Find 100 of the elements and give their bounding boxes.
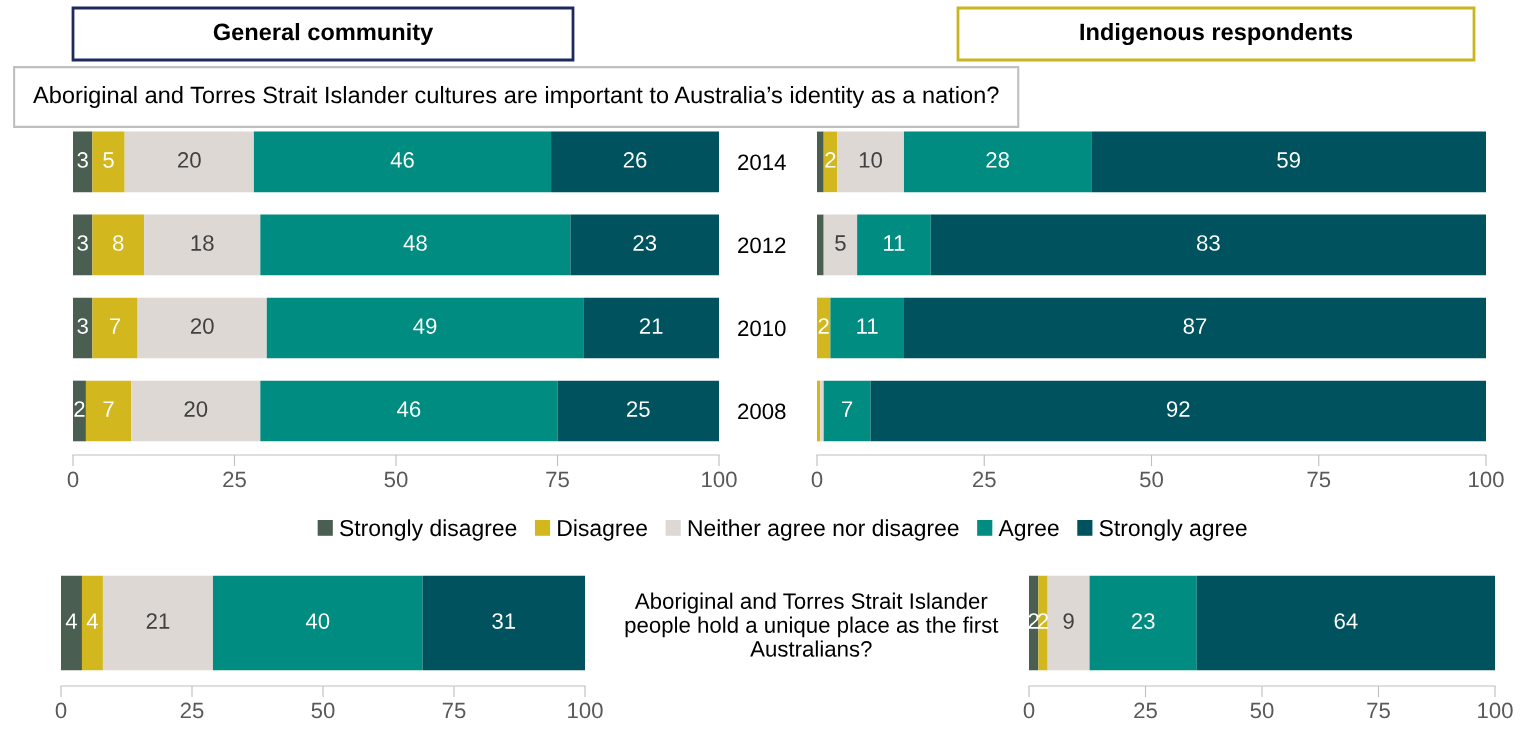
y-tick-label: 2014 xyxy=(738,154,786,171)
bar xyxy=(903,131,1092,193)
bar xyxy=(73,131,93,193)
data-label: 20 xyxy=(184,401,208,417)
x-tick-label: 100 xyxy=(568,702,603,719)
data-label: 23 xyxy=(1131,613,1155,629)
bar xyxy=(92,214,145,276)
data-label: 8 xyxy=(113,235,124,251)
data-label: 48 xyxy=(403,235,427,251)
x-tick-label: 100 xyxy=(1478,702,1513,719)
data-label: 10 xyxy=(859,152,883,168)
legend-label: Strongly agree xyxy=(1099,519,1247,541)
data-label: 7 xyxy=(842,401,853,417)
bar xyxy=(85,380,132,442)
legend-label: Agree xyxy=(998,520,1059,541)
data-label: 4 xyxy=(65,613,78,629)
legend-label: Strongly disagree xyxy=(340,519,517,541)
bar xyxy=(144,214,261,276)
x-tick-label: 50 xyxy=(1250,702,1274,719)
bar xyxy=(870,380,1486,442)
chart-title: Indigenous respondents xyxy=(1080,22,1353,46)
x-tick-label: 50 xyxy=(384,471,408,488)
bar xyxy=(102,575,213,671)
bar xyxy=(422,575,585,671)
data-label: 23 xyxy=(633,235,657,251)
bar xyxy=(73,214,93,276)
x-tick-label: 0 xyxy=(55,702,67,719)
chart-subtitle: Aboriginal and Torres Strait Islander cultures are important to Australia’s identity as a nation? xyxy=(33,86,999,108)
bar xyxy=(557,380,719,442)
bar xyxy=(830,297,904,359)
bar xyxy=(92,297,138,359)
data-label: 9 xyxy=(1063,613,1074,629)
data-label: 3 xyxy=(77,152,88,168)
data-label: 59 xyxy=(1277,152,1300,168)
x-tick-label: 75 xyxy=(1367,702,1390,719)
x-tick-label: 100 xyxy=(1469,471,1504,488)
bar xyxy=(61,575,82,671)
x-tick-label: 25 xyxy=(223,471,246,488)
bar xyxy=(930,214,1486,276)
bar xyxy=(253,131,552,193)
data-label: 83 xyxy=(1196,235,1220,251)
data-label: 21 xyxy=(639,318,663,334)
bar xyxy=(81,575,103,671)
x-tick-label: 0 xyxy=(67,471,79,488)
bar xyxy=(817,131,824,193)
data-label: 92 xyxy=(1166,401,1190,417)
legend-label: Neither agree nor disagree xyxy=(688,519,959,541)
bar xyxy=(1196,575,1495,671)
data-label: 3 xyxy=(77,318,88,334)
bar xyxy=(266,297,584,359)
data-label: 40 xyxy=(305,613,330,629)
bar xyxy=(260,380,558,442)
data-label: 5 xyxy=(835,235,846,251)
data-label: 25 xyxy=(627,401,650,417)
x-tick-label: 25 xyxy=(973,471,996,488)
data-label: 7 xyxy=(103,401,114,417)
y-tick-label: 2012 xyxy=(738,237,786,254)
y-tick-label: Aboriginal and Torres Strait Islander people hold a unique place as the first Australians? xyxy=(625,592,999,657)
data-label: 11 xyxy=(884,235,905,251)
bar xyxy=(817,214,824,276)
y-tick-label: 2008 xyxy=(738,403,786,420)
x-tick-label: 0 xyxy=(1023,702,1035,719)
bar xyxy=(124,131,254,193)
bar xyxy=(137,297,267,359)
data-label: 18 xyxy=(191,235,214,251)
x-tick-label: 0 xyxy=(811,471,823,488)
data-label: 87 xyxy=(1183,318,1207,334)
x-tick-label: 75 xyxy=(442,702,466,719)
data-label: 46 xyxy=(390,152,414,168)
bar xyxy=(1089,575,1197,671)
data-label: 20 xyxy=(178,152,201,168)
y-tick-label: 2010 xyxy=(738,320,786,337)
bar xyxy=(837,131,904,193)
data-label: 46 xyxy=(397,401,421,417)
data-label: 2 xyxy=(825,152,836,168)
data-label: 4 xyxy=(86,613,98,629)
bar xyxy=(1047,575,1090,671)
data-label: 26 xyxy=(623,152,647,168)
bar xyxy=(92,131,125,193)
x-tick-label: 50 xyxy=(1140,471,1163,488)
bar xyxy=(73,380,86,442)
bar xyxy=(212,575,423,671)
x-tick-label: 100 xyxy=(702,471,737,488)
bar xyxy=(570,214,719,276)
data-label: 2 xyxy=(818,318,829,334)
data-label: 11 xyxy=(857,318,878,334)
data-label: 5 xyxy=(103,152,114,168)
x-tick-label: 75 xyxy=(1307,471,1331,488)
chart-title: General community xyxy=(213,23,434,45)
bar xyxy=(903,297,1486,359)
bar xyxy=(1038,575,1048,671)
x-tick-label: 50 xyxy=(311,702,335,719)
bar xyxy=(1091,131,1486,193)
x-tick-label: 25 xyxy=(1134,702,1157,719)
bar xyxy=(823,380,871,442)
data-label: 7 xyxy=(109,318,121,334)
bar xyxy=(857,214,931,276)
legend-label: Disagree xyxy=(558,519,647,541)
data-label: 21 xyxy=(146,613,170,629)
data-label: 3 xyxy=(77,235,88,251)
